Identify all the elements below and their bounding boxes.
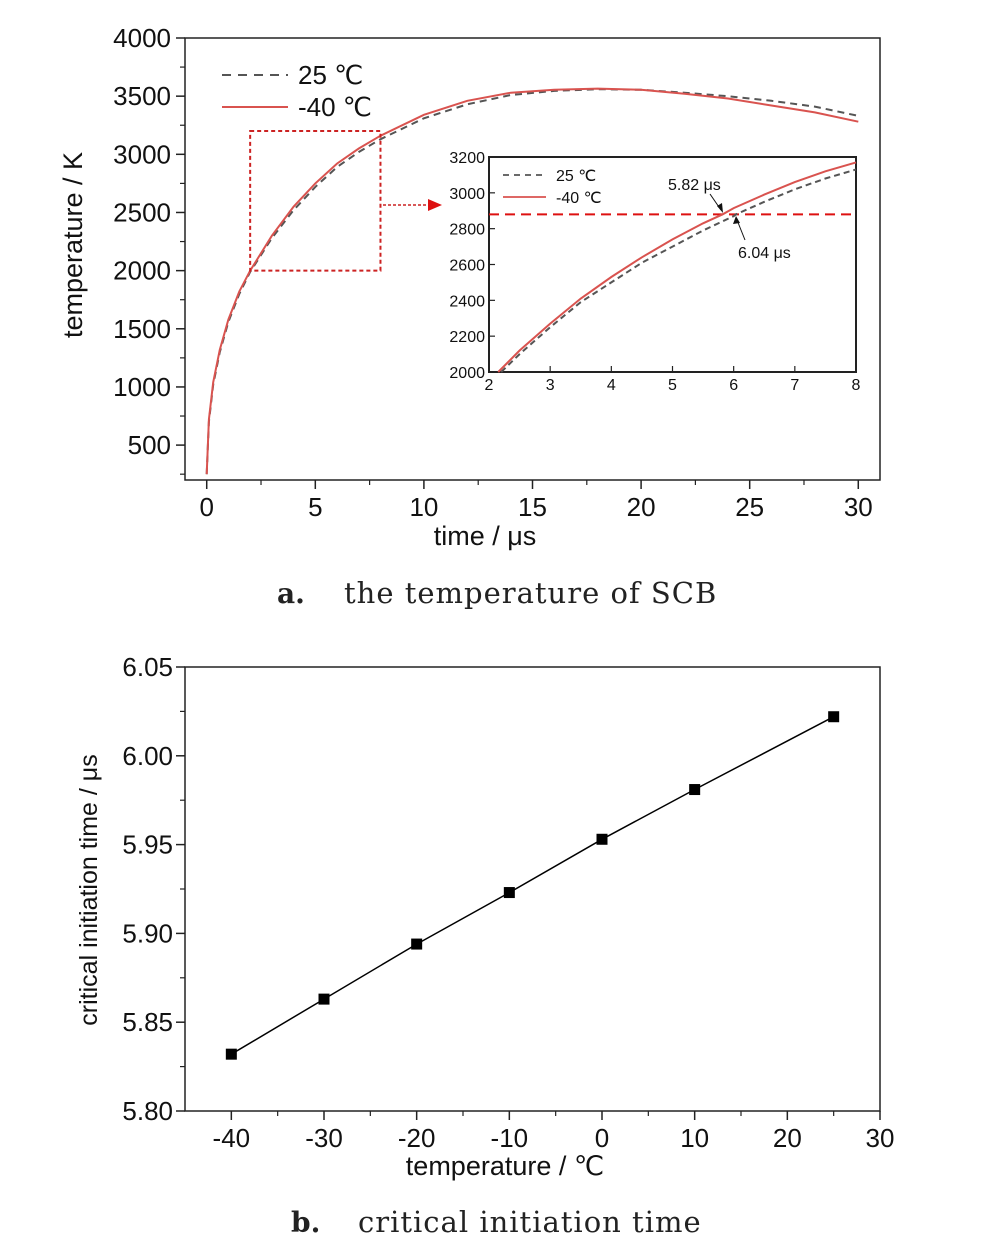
b-x-tick-label: 0 <box>595 1123 609 1153</box>
inset-y-tick-label: 3200 <box>449 150 485 167</box>
a-x-tick-label: 30 <box>844 492 873 522</box>
chart-a-y-label: temperature / K <box>58 152 88 338</box>
inset-annotation-582: 5.82 μs <box>668 177 723 213</box>
chart-a-ticks <box>176 37 860 489</box>
inset-y-tick-label: 2400 <box>449 293 485 310</box>
data-point-marker <box>225 1048 237 1060</box>
inset-x-tick-label: 5 <box>668 377 677 394</box>
b-y-tick-label: 5.85 <box>122 1007 173 1037</box>
a-x-tick-label: 5 <box>308 492 322 522</box>
b-x-tick-label: 10 <box>680 1123 709 1153</box>
a-x-tick-label: 20 <box>627 492 656 522</box>
inset-x-tick-label: 2 <box>485 377 494 394</box>
caption-a-label: a. <box>277 577 305 610</box>
inset-y-tick-label: 3000 <box>449 186 485 203</box>
data-point-marker <box>503 887 515 899</box>
b-y-tick-label: 5.90 <box>122 918 173 948</box>
caption-b-text: critical initiation time <box>358 1205 702 1239</box>
chart-b-caption: b. critical initiation time <box>291 1205 702 1239</box>
a-y-tick-label: 1500 <box>113 314 171 344</box>
zoom-box <box>249 130 382 272</box>
inset-series <box>497 161 857 373</box>
b-x-tick-label: -10 <box>491 1123 529 1153</box>
chart-a-series <box>205 87 859 475</box>
inset-legend-label-m40: -40 ℃ <box>556 190 602 207</box>
a-x-tick-label: 10 <box>409 492 438 522</box>
a-y-tick-label: 500 <box>128 430 171 460</box>
a-x-tick-label: 15 <box>518 492 547 522</box>
b-y-tick-label: 6.00 <box>122 741 173 771</box>
b-x-tick-label: 30 <box>866 1123 895 1153</box>
zoom-arrow <box>383 199 442 211</box>
chart-a-x-label: time / μs <box>434 521 537 551</box>
a-y-tick-label: 2000 <box>113 256 171 286</box>
inset-legend: 25 ℃ -40 ℃ <box>503 168 602 207</box>
b-y-tick-label: 6.05 <box>122 652 173 682</box>
chart-b-x-label: temperature / ℃ <box>406 1151 604 1181</box>
b-x-tick-label: 20 <box>773 1123 802 1153</box>
chart-b-y-label: critical initiation time / μs <box>75 754 103 1025</box>
inset-y-tick-label: 2800 <box>449 222 485 239</box>
inset-series-25c-line <box>500 168 857 373</box>
chart-b-tick-labels: -40 -30 -20 -10 0 10 20 30 5.80 5.85 5.90 5.95 6.00 6… <box>122 652 894 1153</box>
data-point-marker <box>411 938 423 950</box>
inset-x-tick-label: 8 <box>852 377 861 394</box>
a-y-tick-label: 2500 <box>113 197 171 227</box>
inset-frame <box>488 156 857 373</box>
a-y-tick-label: 1000 <box>113 372 171 402</box>
inset-ticks <box>488 156 857 373</box>
data-point-marker <box>828 711 840 723</box>
b-y-tick-label: 5.95 <box>122 830 173 860</box>
a-y-tick-label: 4000 <box>113 23 171 53</box>
inset-x-tick-label: 6 <box>729 377 738 394</box>
chart-b: -40 -30 -20 -10 0 10 20 30 5.80 5.85 5.90 5.95 6.00 6… <box>75 652 894 1239</box>
caption-b-label: b. <box>291 1206 320 1239</box>
b-x-tick-label: -30 <box>305 1123 343 1153</box>
chart-a: 0 5 10 15 20 25 305001000150020002500300035004… <box>58 23 881 610</box>
legend-label-25: 25 ℃ <box>298 60 363 90</box>
inset-y-tick-label: 2600 <box>449 258 485 275</box>
inset-y-tick-label: 2000 <box>449 365 485 382</box>
inset-y-tick-label: 2200 <box>449 329 485 346</box>
data-point-marker <box>318 993 330 1005</box>
a-y-tick-label: 3500 <box>113 81 171 111</box>
inset-x-tick-label: 4 <box>607 377 616 394</box>
annotation-5-82: 5.82 μs <box>668 177 721 194</box>
chart-b-frame <box>184 666 881 1112</box>
chart-a-legend: 25 ℃ -40 ℃ <box>222 60 372 122</box>
data-point-marker <box>596 833 608 845</box>
chart-a-inset: 2 3 4 5 6 7 8 2000 2200 2400 2600 2800 3000 3200 25 ℃… <box>449 150 860 394</box>
a-x-tick-label: 25 <box>735 492 764 522</box>
inset-x-tick-label: 7 <box>790 377 799 394</box>
data-point-marker <box>689 784 701 796</box>
legend-label-m40: -40 ℃ <box>298 92 372 122</box>
inset-tick-labels: 2 3 4 5 6 7 8 2000 2200 2400 2600 2800 3000 3200 <box>449 150 860 394</box>
b-y-tick-label: 5.80 <box>122 1096 173 1126</box>
inset-legend-label-25: 25 ℃ <box>556 168 596 185</box>
series-minus40c-line <box>205 87 859 475</box>
annotation-6-04: 6.04 μs <box>738 245 791 262</box>
chart-b-series <box>225 711 840 1060</box>
a-x-tick-label: 0 <box>199 492 213 522</box>
inset-x-tick-label: 3 <box>546 377 555 394</box>
inset-series-minus40c-line <box>497 161 857 373</box>
chart-a-caption: a. the temperature of SCB <box>277 576 717 610</box>
inset-annotation-604: 6.04 μs <box>733 216 791 262</box>
caption-a-text: the temperature of SCB <box>344 576 717 610</box>
b-x-tick-label: -20 <box>398 1123 436 1153</box>
chart-a-tick-labels: 0 5 10 15 20 25 305001000150020002500300035004… <box>113 23 873 522</box>
b-x-tick-label: -40 <box>213 1123 251 1153</box>
a-y-tick-label: 3000 <box>113 139 171 169</box>
chart-b-ticks <box>176 666 881 1120</box>
